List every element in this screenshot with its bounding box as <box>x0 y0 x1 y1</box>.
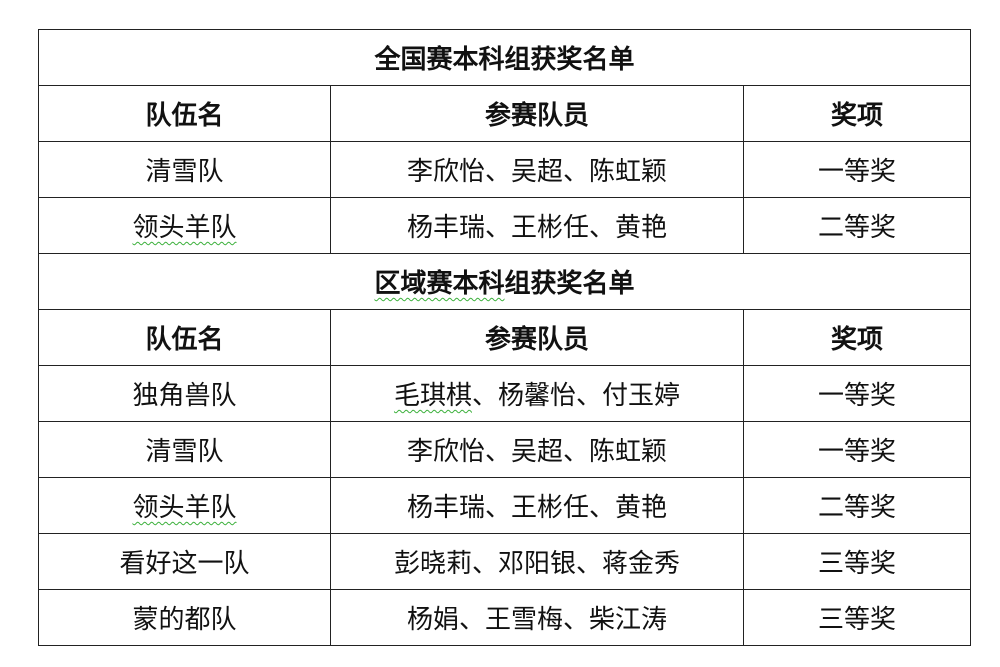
team-name-cell: 独角兽队 <box>38 365 331 422</box>
cell-text: 一等奖 <box>818 381 897 411</box>
team-name-cell: 清雪队 <box>38 141 331 198</box>
section-title-row: 区域赛本科组获奖名单 <box>37 253 972 310</box>
cell-text: 李欣怡、吴超、陈虹颖 <box>406 437 667 467</box>
cell-text: 三等奖 <box>818 605 897 635</box>
cell-text: 全国赛本科组获奖名单 <box>374 45 635 75</box>
spellcheck-flagged-text: 领头羊队 <box>132 493 237 523</box>
members-cell: 李欣怡、吴超、陈虹颖 <box>330 141 744 198</box>
table-row: 清雪队 李欣怡、吴超、陈虹颖 一等奖 <box>38 421 972 478</box>
members-cell: 毛琪棋、杨馨怡、付玉婷 <box>330 365 744 422</box>
header-award: 奖项 <box>742 309 972 366</box>
cell-text: 杨丰瑞、王彬任、黄艳 <box>406 493 667 523</box>
spellcheck-flagged-text: 区域赛本科 <box>374 269 505 299</box>
table-row: 领头羊队 杨丰瑞、王彬任、黄艳 二等奖 <box>38 197 972 254</box>
header-members: 参赛队员 <box>330 309 744 366</box>
cell-text-rest: 、杨馨怡、付玉婷 <box>472 381 681 411</box>
cell-text: 三等奖 <box>818 549 897 579</box>
table-row: 看好这一队 彭晓莉、邓阳银、蒋金秀 三等奖 <box>38 533 972 590</box>
cell-text: 一等奖 <box>818 157 897 187</box>
cell-text: 一等奖 <box>818 437 897 467</box>
cell-text: 二等奖 <box>818 493 897 523</box>
header-row: 队伍名 参赛队员 奖项 <box>38 309 972 366</box>
awards-table-body: 全国赛本科组获奖名单 队伍名 参赛队员 奖项 清雪队 李欣怡、吴超、陈虹颖 一等奖 领头羊队杨… <box>37 29 972 646</box>
section-title: 全国赛本科组获奖名单 <box>37 29 972 86</box>
award-cell: 一等奖 <box>742 365 972 422</box>
awards-table: 全国赛本科组获奖名单 队伍名 参赛队员 奖项 清雪队 李欣怡、吴超、陈虹颖 一等奖 领头羊队杨… <box>37 29 972 646</box>
members-cell: 杨丰瑞、王彬任、黄艳 <box>330 197 744 254</box>
cell-text: 李欣怡、吴超、陈虹颖 <box>406 157 667 187</box>
team-name-cell: 清雪队 <box>38 421 331 478</box>
cell-text: 杨娟、王雪梅、柴江涛 <box>406 605 667 635</box>
members-cell: 彭晓莉、邓阳银、蒋金秀 <box>330 533 744 590</box>
spellcheck-flagged-text: 领头羊队 <box>132 213 237 243</box>
cell-text: 杨丰瑞、王彬任、黄艳 <box>406 213 667 243</box>
team-name-cell: 看好这一队 <box>38 533 331 590</box>
cell-text: 蒙的都队 <box>132 605 237 635</box>
header-members: 参赛队员 <box>330 85 744 142</box>
section-title: 区域赛本科组获奖名单 <box>37 253 972 310</box>
cell-text: 清雪队 <box>145 157 224 187</box>
members-cell: 杨丰瑞、王彬任、黄艳 <box>330 477 744 534</box>
header-team-name: 队伍名 <box>38 85 331 142</box>
award-cell: 二等奖 <box>742 197 972 254</box>
section-title-row: 全国赛本科组获奖名单 <box>37 29 972 86</box>
award-cell: 一等奖 <box>742 141 972 198</box>
header-award: 奖项 <box>742 85 972 142</box>
award-cell: 一等奖 <box>742 421 972 478</box>
cell-text: 清雪队 <box>145 437 224 467</box>
award-cell: 二等奖 <box>742 477 972 534</box>
cell-text: 看好这一队 <box>119 549 250 579</box>
cell-text: 独角兽队 <box>132 381 237 411</box>
table-row: 清雪队 李欣怡、吴超、陈虹颖 一等奖 <box>38 141 972 198</box>
cell-text-rest: 组获奖名单 <box>504 269 635 299</box>
table-row: 蒙的都队 杨娟、王雪梅、柴江涛 三等奖 <box>38 589 972 646</box>
header-row: 队伍名 参赛队员 奖项 <box>38 85 972 142</box>
award-cell: 三等奖 <box>742 589 972 646</box>
table-row: 领头羊队 杨丰瑞、王彬任、黄艳 二等奖 <box>38 477 972 534</box>
award-cell: 三等奖 <box>742 533 972 590</box>
team-name-cell: 领头羊队 <box>38 477 331 534</box>
header-team-name: 队伍名 <box>38 309 331 366</box>
cell-text: 彭晓莉、邓阳银、蒋金秀 <box>393 549 680 579</box>
table-row: 独角兽队 毛琪棋、杨馨怡、付玉婷 一等奖 <box>38 365 972 422</box>
spellcheck-flagged-text: 毛琪棋 <box>393 381 472 411</box>
team-name-cell: 领头羊队 <box>38 197 331 254</box>
members-cell: 李欣怡、吴超、陈虹颖 <box>330 421 744 478</box>
members-cell: 杨娟、王雪梅、柴江涛 <box>330 589 744 646</box>
cell-text: 二等奖 <box>818 213 897 243</box>
team-name-cell: 蒙的都队 <box>38 589 331 646</box>
